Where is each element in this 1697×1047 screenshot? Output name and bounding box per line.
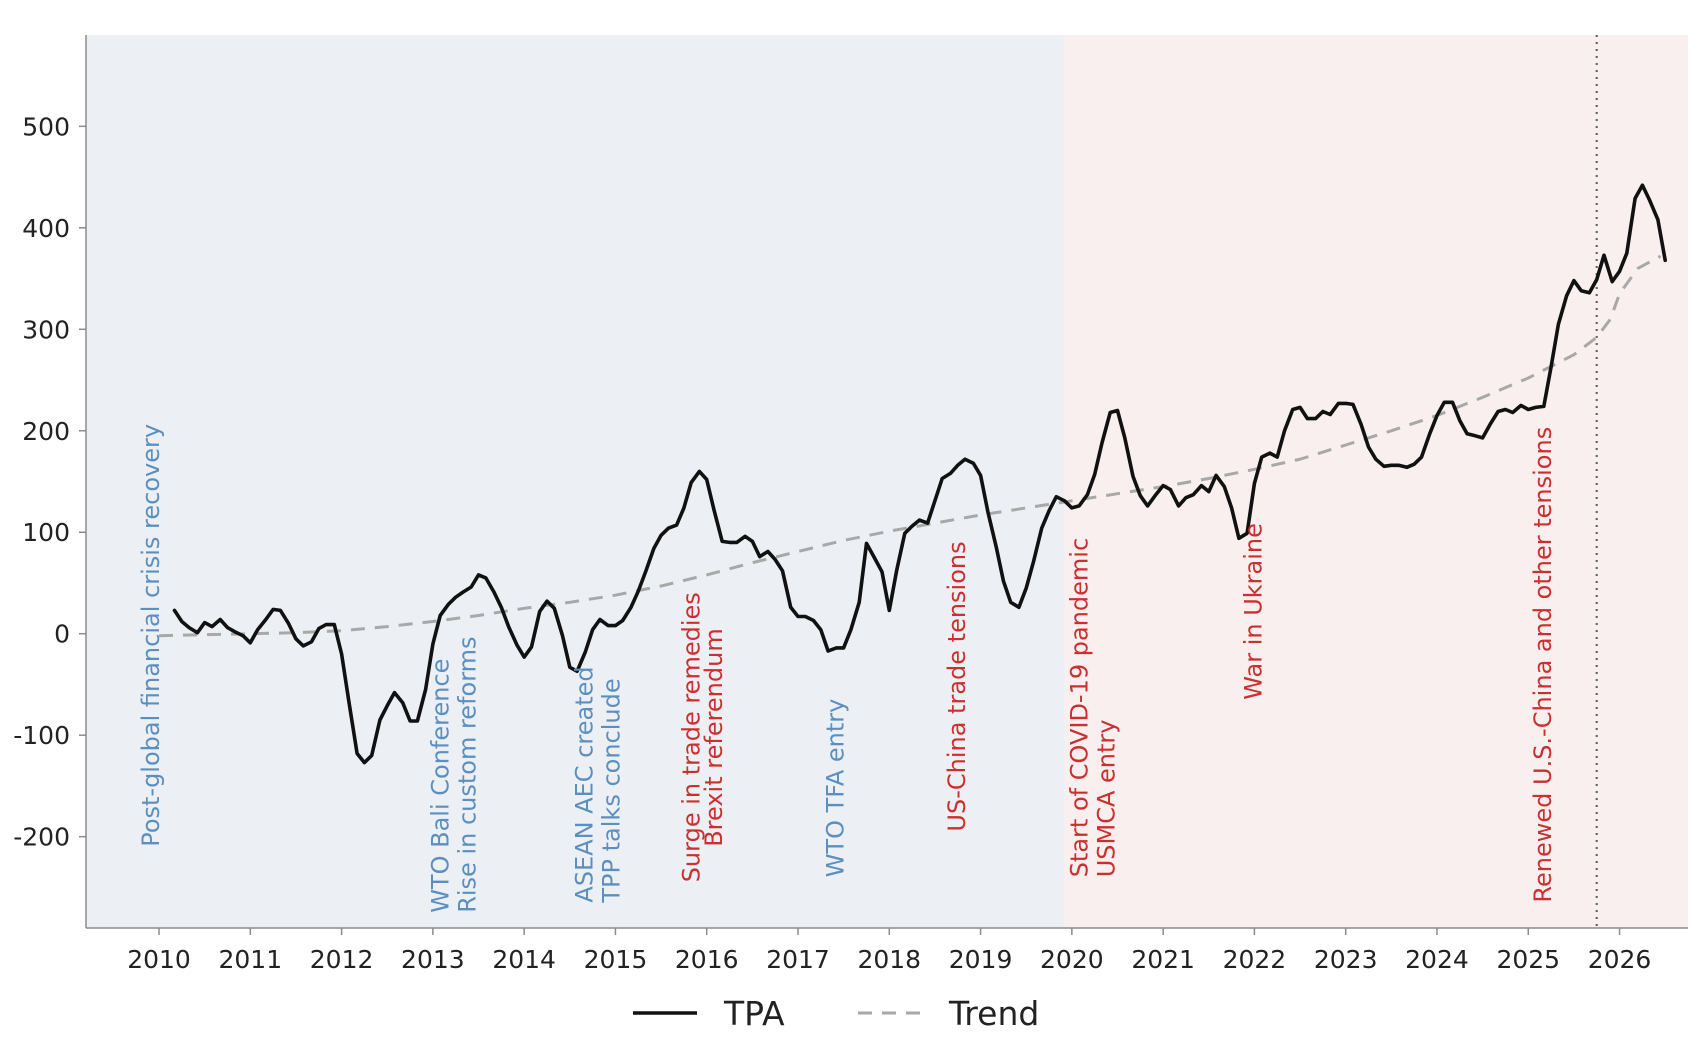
y-tick-label: -100 (13, 721, 70, 750)
x-tick-label: 2020 (1040, 945, 1104, 974)
event-annotation: Brexit referendum (700, 628, 728, 847)
trend-series-line (158, 254, 1662, 638)
y-tick-label: 200 (22, 417, 70, 446)
event-label: ASEAN AEC created (571, 666, 599, 902)
y-tick-label: -200 (13, 823, 70, 852)
event-label: Post-global financial crisis recovery (137, 424, 165, 847)
x-tick-label: 2011 (218, 945, 282, 974)
event-label: USMCA entry (1092, 720, 1120, 878)
x-tick-label: 2024 (1405, 945, 1469, 974)
event-annotation: Post-global financial crisis recovery (137, 424, 165, 847)
event-label: War in Ukraine (1240, 523, 1268, 700)
y-tick-label: 400 (22, 214, 70, 243)
event-label: Rise in custom reforms (453, 636, 481, 912)
x-tick-label: 2019 (949, 945, 1013, 974)
x-tick-label: 2026 (1588, 945, 1652, 974)
background-region-after-2020 (1064, 35, 1688, 928)
x-tick-label: 2016 (675, 945, 739, 974)
legend-tpa-label: TPA (723, 994, 785, 1033)
event-annotation: Start of COVID-19 pandemic USMCA entry (1065, 538, 1120, 877)
event-label: WTO TFA entry (822, 699, 850, 878)
x-tick-label: 2023 (1314, 945, 1378, 974)
event-label: TPP talks conclude (598, 678, 626, 903)
y-tick-label: 500 (22, 112, 70, 141)
event-annotation: WTO TFA entry (822, 699, 850, 878)
event-label: Brexit referendum (700, 628, 728, 847)
event-label: Renewed U.S.-China and other tensions (1529, 427, 1557, 903)
y-tick-label: 300 (22, 315, 70, 344)
y-tick-label: 0 (54, 620, 70, 649)
event-label: Surge in trade remedies (677, 592, 705, 882)
event-label: WTO Bali Conference (426, 659, 454, 913)
event-annotation: WTO Bali Conference Rise in custom reform… (426, 636, 481, 912)
x-tick-label: 2013 (401, 945, 465, 974)
event-label: Start of COVID-19 pandemic (1065, 538, 1093, 877)
x-tick-label: 2014 (492, 945, 556, 974)
x-tick-label: 2017 (766, 945, 830, 974)
event-annotation: Surge in trade remedies (677, 592, 705, 882)
event-annotation: War in Ukraine (1240, 523, 1268, 700)
x-tick-label: 2025 (1496, 945, 1560, 974)
tpa-series-line (172, 183, 1667, 765)
x-tick-label: 2022 (1223, 945, 1287, 974)
y-tick-label: 100 (22, 518, 70, 547)
legend-trend-label: Trend (948, 994, 1039, 1033)
event-annotation: US-China trade tensions (943, 541, 971, 831)
x-tick-label: 2018 (857, 945, 921, 974)
x-tick-label: 2010 (127, 945, 191, 974)
x-tick-label: 2015 (584, 945, 648, 974)
event-label: US-China trade tensions (943, 541, 971, 831)
event-annotation: ASEAN AEC created TPP talks conclude (571, 666, 626, 903)
x-tick-label: 2012 (310, 945, 374, 974)
x-tick-label: 2021 (1131, 945, 1195, 974)
event-annotation: Renewed U.S.-China and other tensions (1529, 427, 1557, 903)
background-region-before-2020 (86, 35, 1065, 928)
